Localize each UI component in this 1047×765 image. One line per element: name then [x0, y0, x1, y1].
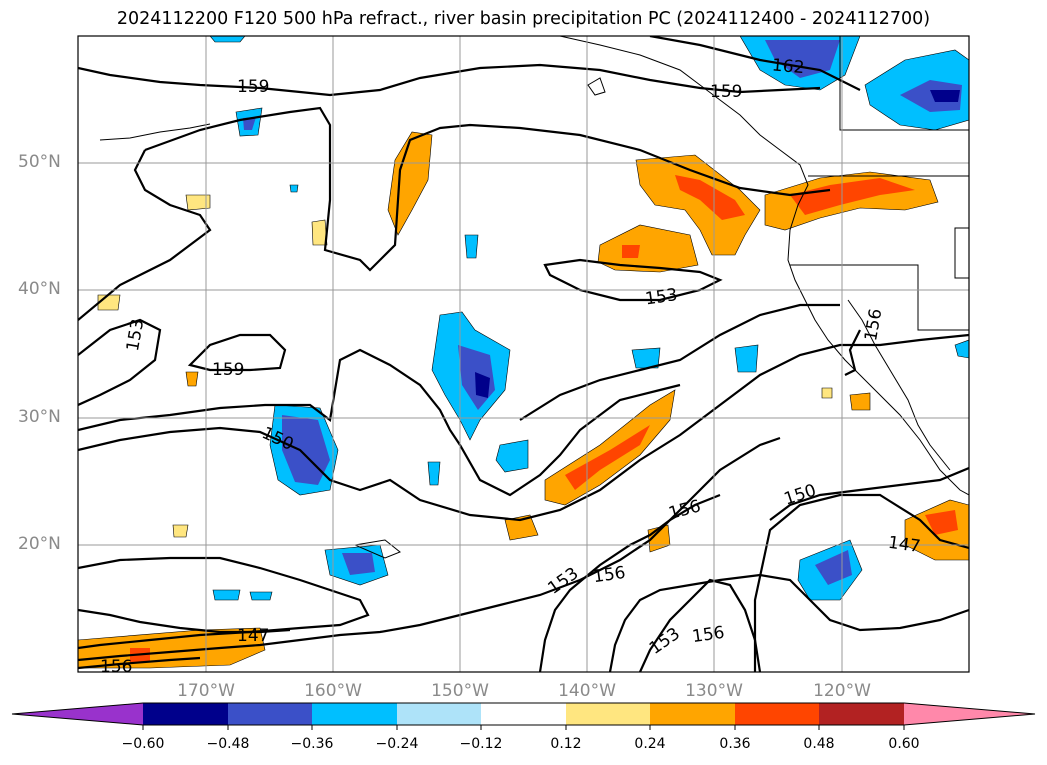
contour-label: 147	[237, 626, 269, 646]
contour-label: 153	[544, 564, 582, 599]
colorbar	[11, 702, 1036, 730]
lon-label: 140°W	[558, 681, 616, 701]
contour-label: 156	[100, 657, 132, 677]
colorbar-tick-label: −0.48	[206, 736, 250, 752]
contour-label: 156	[691, 623, 726, 647]
contour-label: 159	[212, 360, 244, 380]
shading-layer	[78, 36, 969, 669]
colorbar-segment	[735, 703, 819, 725]
lat-label: 20°N	[18, 534, 61, 554]
colorbar-extend-high	[904, 703, 1035, 725]
contour-label: 159	[237, 77, 269, 97]
colorbar-segment	[566, 703, 650, 725]
contour-label: 153	[123, 317, 148, 352]
lat-label: 30°N	[18, 407, 61, 427]
lat-label: 50°N	[18, 152, 61, 172]
colorbar-segment	[312, 703, 397, 725]
contour-label: 159	[710, 82, 742, 102]
contour-label: 153	[644, 285, 679, 309]
colorbar-segment	[143, 703, 228, 725]
colorbar-tick-label: 0.24	[634, 736, 666, 752]
plot-frame	[77, 35, 970, 673]
contour-label: 147	[887, 533, 922, 557]
colorbar-segment	[819, 703, 904, 725]
colorbar-segment	[481, 703, 566, 725]
contour-label: 156	[592, 563, 627, 587]
colorbar-tick-label: −0.36	[290, 736, 334, 752]
contour-label: 150	[782, 481, 819, 510]
lon-label: 120°W	[813, 681, 871, 701]
colorbar-extend-low	[12, 703, 143, 725]
graticule	[78, 36, 969, 672]
contour-label-layer: 159 162 159 153 159 153 156 150 150 156 …	[100, 55, 922, 677]
colorbar-tick-label: −0.60	[121, 736, 165, 752]
colorbar-tick-label: 0.36	[719, 736, 751, 752]
colorbar-tick-label: −0.12	[459, 736, 503, 752]
lon-label: 130°W	[685, 681, 743, 701]
lon-label: 170°W	[177, 681, 235, 701]
lat-label: 40°N	[18, 279, 61, 299]
contour-label: 156	[861, 307, 886, 342]
chart-title: 2024112200 F120 500 hPa refract., river …	[116, 9, 931, 29]
colorbar-segment	[650, 703, 735, 725]
colorbar-segment	[397, 703, 481, 725]
contour-label: 153	[646, 624, 684, 659]
contour-layer	[78, 36, 969, 672]
colorbar-tick-label: 0.48	[803, 736, 835, 752]
colorbar-tick-label: −0.24	[375, 736, 419, 752]
contour-label: 156	[667, 496, 704, 524]
colorbar-segment	[228, 703, 312, 725]
contour-label: 162	[771, 55, 805, 78]
colorbar-tick-label: 0.60	[888, 736, 920, 752]
lon-label: 150°W	[431, 681, 489, 701]
lon-label: 160°W	[304, 681, 362, 701]
colorbar-tick-label: 0.12	[550, 736, 582, 752]
